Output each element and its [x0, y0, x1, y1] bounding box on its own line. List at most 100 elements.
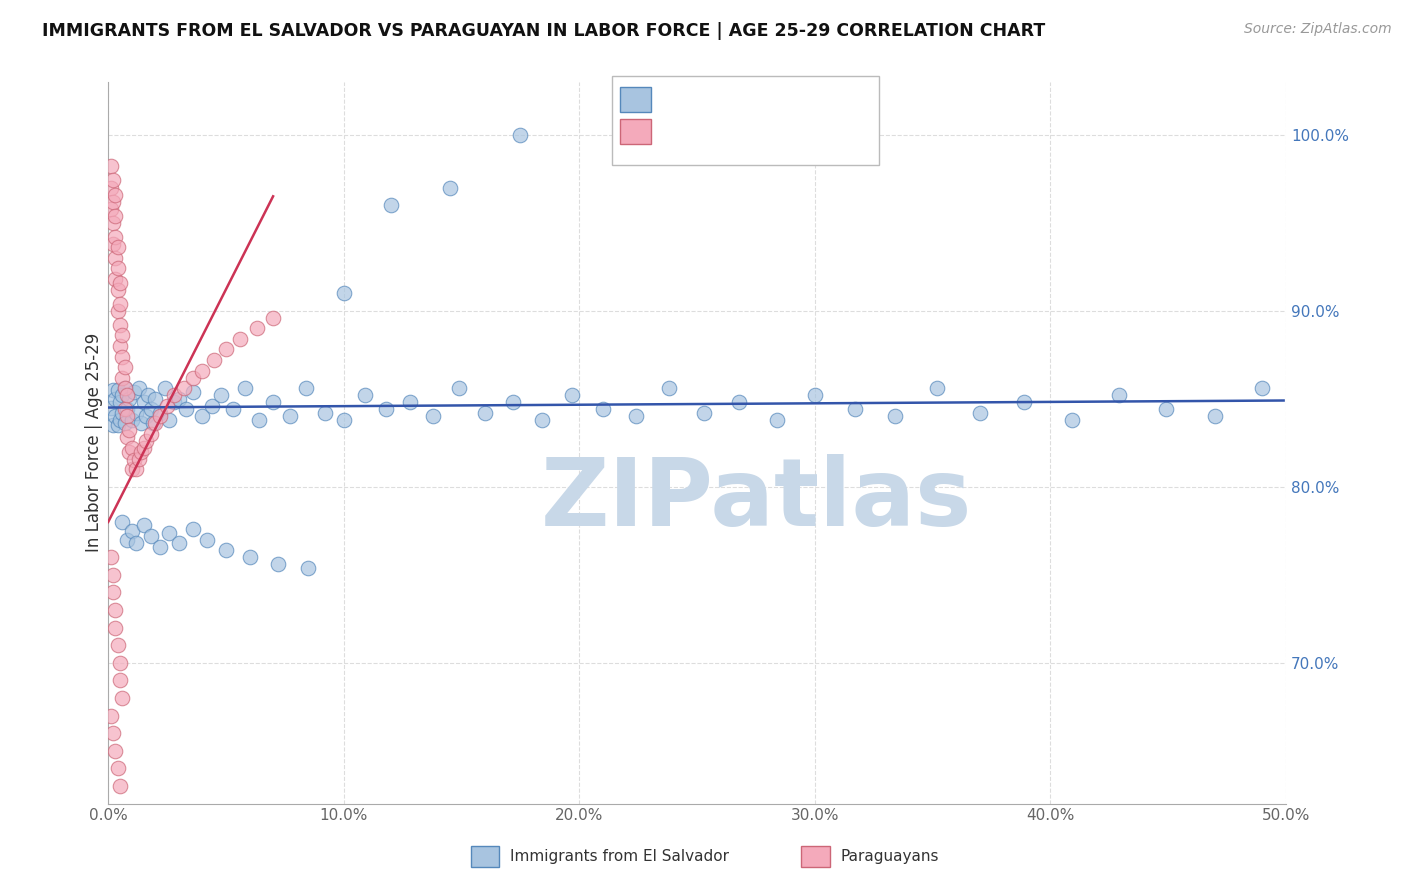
Point	[125, 536, 148, 550]
Point	[115, 402, 138, 417]
Point	[439, 180, 461, 194]
Point	[104, 603, 127, 617]
Point	[1108, 388, 1130, 402]
Point	[449, 381, 471, 395]
Point	[139, 529, 162, 543]
Point	[108, 296, 131, 310]
Point	[108, 656, 131, 670]
Point	[104, 744, 127, 758]
Point	[100, 160, 122, 174]
Point	[173, 381, 195, 395]
Point	[278, 409, 301, 424]
Point	[104, 251, 127, 265]
Point	[125, 406, 148, 420]
Point	[125, 462, 148, 476]
Point	[108, 673, 131, 688]
Point	[143, 392, 166, 406]
Text: R = 0.204   N = 66: R = 0.204 N = 66	[662, 122, 827, 140]
Point	[561, 388, 583, 402]
Point	[104, 392, 127, 406]
Point	[114, 360, 136, 375]
Point	[159, 525, 181, 540]
Point	[100, 708, 122, 723]
Point	[238, 550, 260, 565]
Point	[262, 310, 284, 325]
Point	[149, 540, 172, 554]
Point	[1204, 409, 1226, 424]
Point	[101, 216, 124, 230]
Point	[111, 370, 134, 384]
Point	[295, 381, 318, 395]
Point	[181, 384, 204, 399]
Point	[107, 761, 129, 775]
Point	[969, 406, 991, 420]
Point	[375, 402, 398, 417]
Point	[143, 417, 166, 431]
Point	[129, 417, 152, 431]
Point	[195, 533, 218, 547]
Point	[122, 453, 145, 467]
Point	[107, 383, 129, 397]
Point	[884, 409, 907, 424]
Point	[107, 638, 129, 652]
Point	[101, 194, 124, 209]
Point	[104, 187, 127, 202]
Point	[108, 318, 131, 332]
Point	[1154, 402, 1177, 417]
Point	[114, 417, 136, 431]
Y-axis label: In Labor Force | Age 25-29: In Labor Force | Age 25-29	[86, 333, 103, 552]
Point	[181, 522, 204, 536]
Point	[332, 286, 354, 301]
Point	[121, 462, 143, 476]
Point	[128, 451, 150, 466]
Point	[132, 518, 155, 533]
Point	[100, 401, 122, 415]
Point	[159, 413, 181, 427]
Point	[927, 381, 949, 395]
Point	[121, 413, 143, 427]
Point	[115, 388, 138, 402]
Point	[167, 536, 190, 550]
Point	[135, 434, 157, 448]
Point	[129, 444, 152, 458]
Point	[156, 399, 179, 413]
Point	[215, 543, 238, 558]
Point	[107, 261, 129, 276]
Point	[111, 515, 134, 529]
Point	[100, 550, 122, 565]
Point	[101, 173, 124, 187]
Point	[101, 383, 124, 397]
Point	[108, 395, 131, 409]
Point	[139, 426, 162, 441]
Point	[766, 413, 789, 427]
Point	[332, 413, 354, 427]
Point	[121, 441, 143, 455]
Text: Immigrants from El Salvador: Immigrants from El Salvador	[510, 849, 730, 863]
Point	[215, 343, 238, 357]
Point	[115, 533, 138, 547]
Point	[398, 395, 420, 409]
Point	[111, 406, 134, 420]
Point	[107, 418, 129, 433]
Point	[658, 381, 681, 395]
Point	[167, 392, 190, 406]
Point	[624, 409, 647, 424]
Text: Paraguayans: Paraguayans	[841, 849, 939, 863]
Point	[245, 321, 267, 335]
Point	[100, 202, 122, 216]
Point	[149, 409, 172, 424]
Point	[509, 128, 531, 142]
Point	[1251, 381, 1274, 395]
Point	[101, 418, 124, 433]
Point	[118, 444, 141, 458]
Point	[209, 388, 232, 402]
Point	[111, 328, 134, 343]
Text: IMMIGRANTS FROM EL SALVADOR VS PARAGUAYAN IN LABOR FORCE | AGE 25-29 CORRELATION: IMMIGRANTS FROM EL SALVADOR VS PARAGUAYA…	[42, 22, 1046, 40]
Point	[111, 350, 134, 364]
Point	[297, 560, 319, 574]
Point	[474, 406, 496, 420]
Point	[108, 339, 131, 353]
Point	[104, 229, 127, 244]
Point	[100, 180, 122, 194]
Point	[693, 406, 716, 420]
